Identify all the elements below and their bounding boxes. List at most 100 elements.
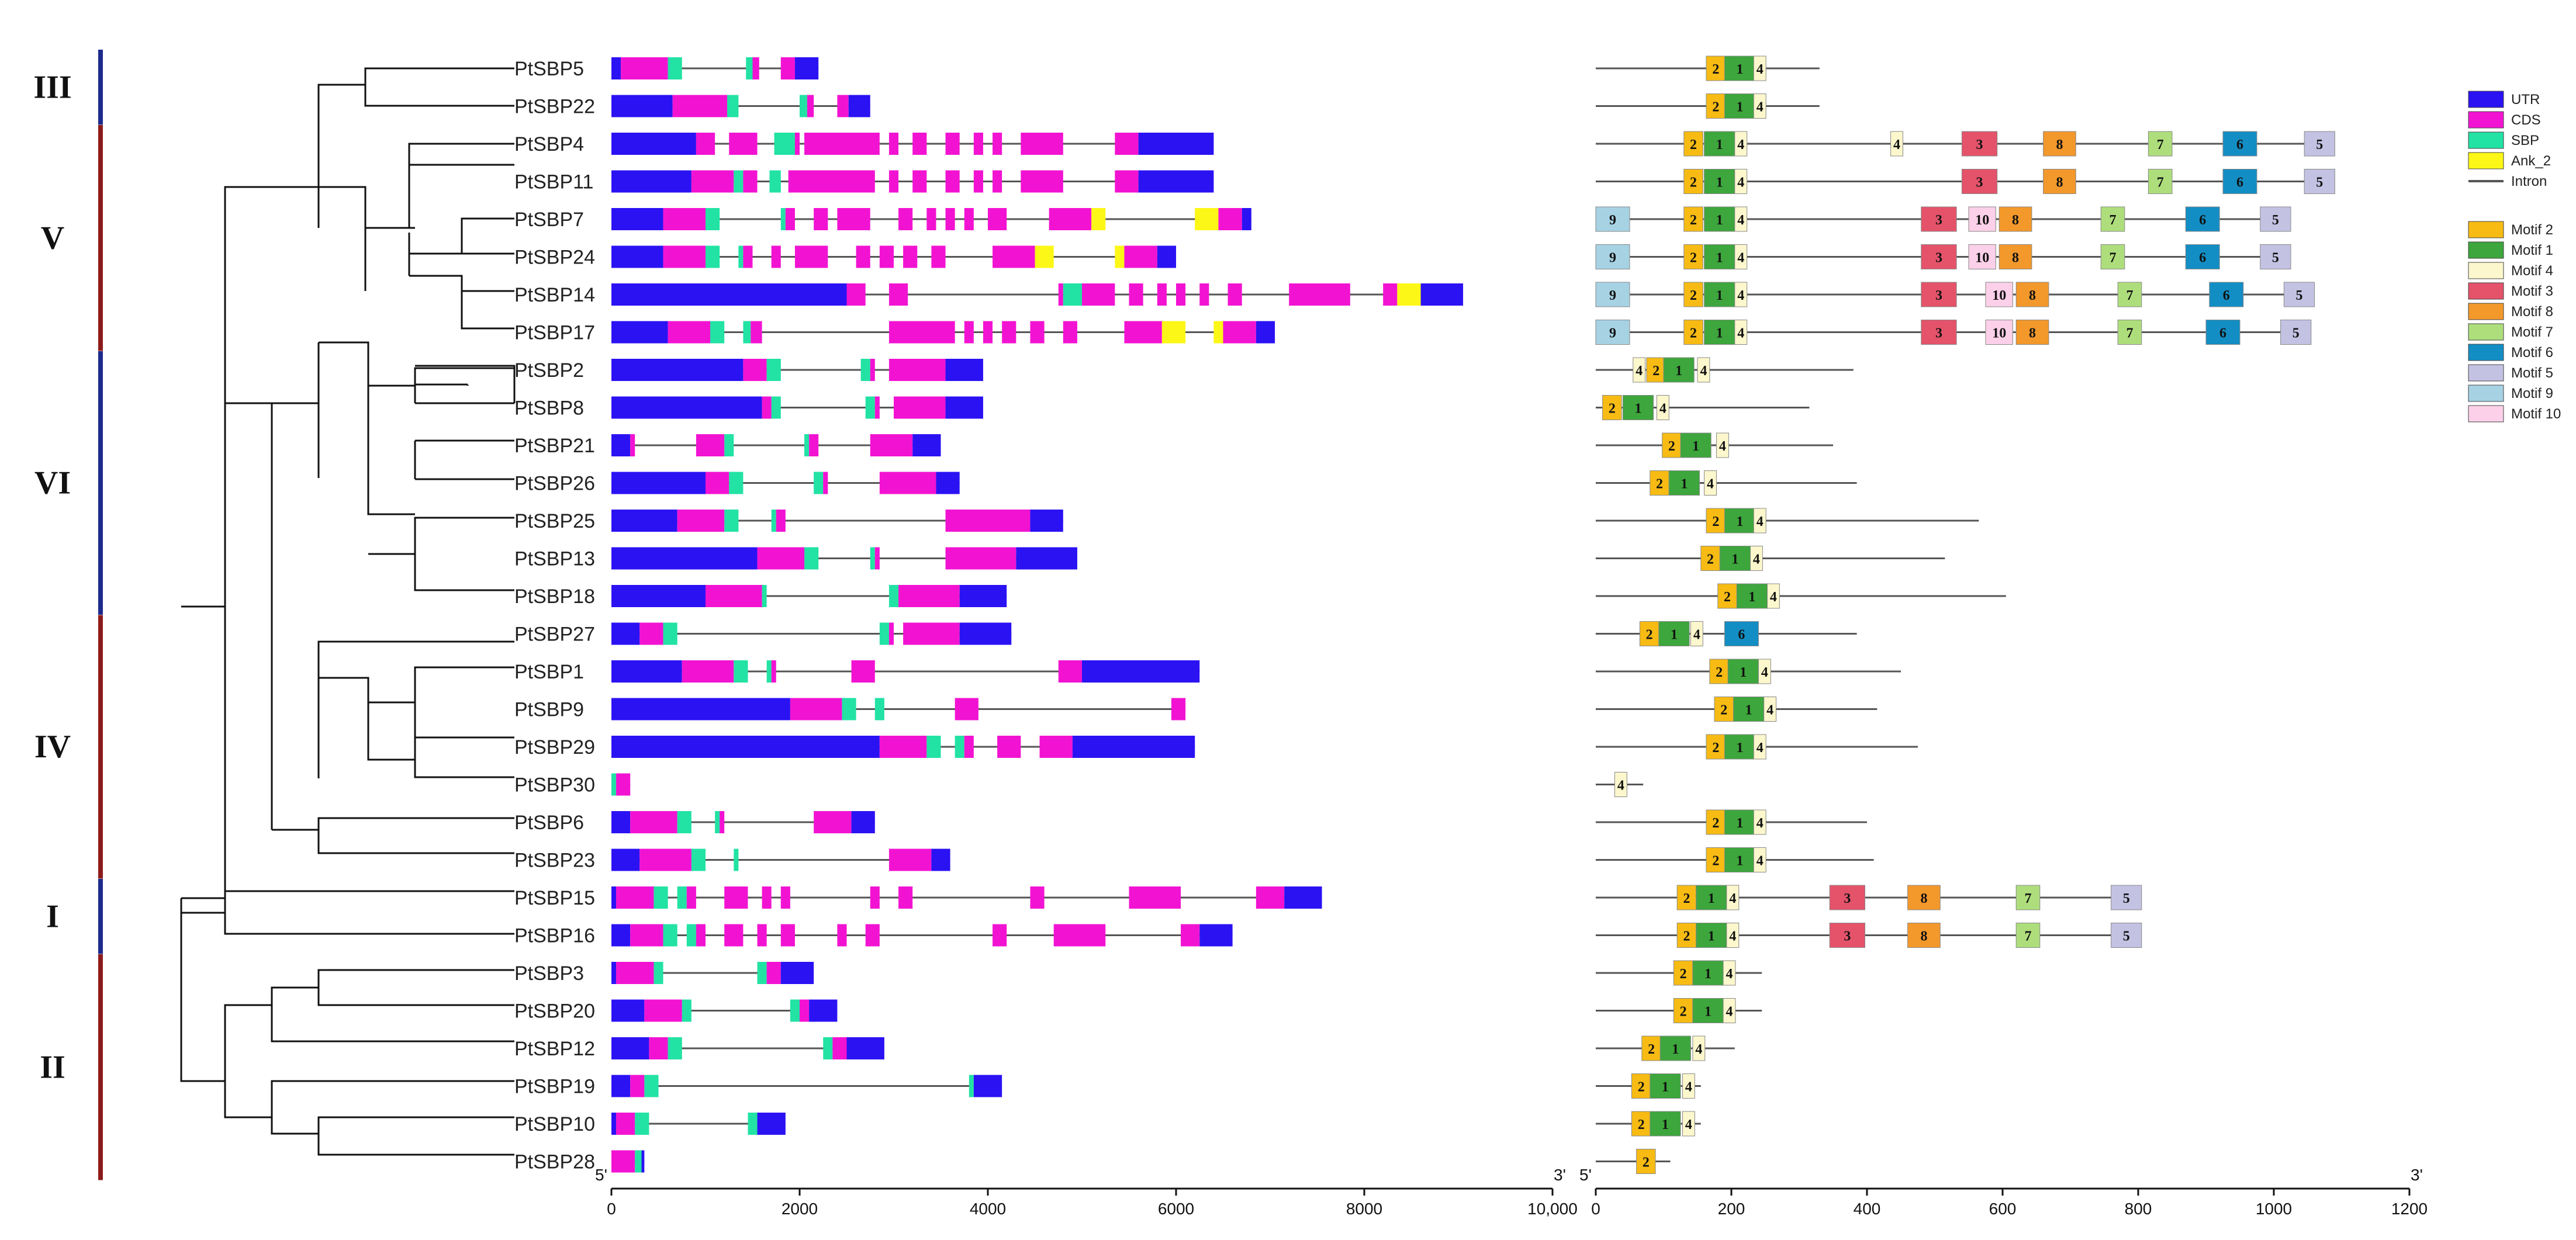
motif-2 xyxy=(1709,659,1729,684)
feature-cds xyxy=(1039,736,1073,758)
feature-cds xyxy=(912,170,927,193)
clade-label-VI: VI xyxy=(34,465,71,501)
motif-7 xyxy=(2100,206,2125,232)
motif-label: 6 xyxy=(2199,213,2206,228)
motif-label: 10 xyxy=(1992,326,2006,341)
feature-sbp xyxy=(715,811,720,833)
motif-6 xyxy=(1724,621,1759,646)
legend-label: CDS xyxy=(2511,112,2541,128)
motif-label: 2 xyxy=(1712,514,1719,529)
feature-sbp xyxy=(644,1075,659,1097)
motif-label: 3 xyxy=(1935,251,1942,266)
feature-cds xyxy=(1053,924,1106,947)
gene-row: PtSBP13 xyxy=(514,547,1077,570)
motif-label: 2 xyxy=(1712,816,1719,831)
feature-sbp xyxy=(771,396,781,419)
feature-cds xyxy=(1176,283,1186,306)
motif-label: 1 xyxy=(1737,854,1744,869)
motif-2 xyxy=(1706,809,1726,835)
motif-4 xyxy=(1753,93,1766,119)
feature-cds xyxy=(682,660,734,683)
motif-label: 1 xyxy=(1671,628,1678,643)
motif-label: 5 xyxy=(2272,251,2279,266)
motif-1 xyxy=(1696,923,1727,948)
motif-label: 2 xyxy=(1690,288,1697,303)
motif-label: 2 xyxy=(1720,703,1727,718)
motif-7 xyxy=(2148,169,2173,194)
motif-label: 8 xyxy=(2012,213,2019,228)
gene-name: PtSBP7 xyxy=(514,209,584,231)
tick-label: 200 xyxy=(1718,1200,1745,1218)
motif-2 xyxy=(1673,960,1693,986)
feature-cds xyxy=(677,510,725,532)
motif-row: 9 2 1 4 3 10 8 7 6 5 xyxy=(1595,282,2315,307)
feature-cds xyxy=(639,848,691,871)
motif-8 xyxy=(2015,320,2049,345)
feature-cds xyxy=(639,622,663,645)
feature-sbp xyxy=(926,736,941,758)
gene-row: PtSBP7 xyxy=(514,208,1251,231)
feature-cds xyxy=(724,886,748,909)
feature-cds xyxy=(931,245,946,268)
feature-cds xyxy=(832,1037,847,1059)
motif-9 xyxy=(1595,206,1630,232)
feature-cds xyxy=(724,924,744,947)
gene-row: PtSBP10 xyxy=(514,1113,786,1135)
legend-label: Motif 2 xyxy=(2511,222,2553,238)
feature-sbp xyxy=(682,999,691,1022)
legend-swatch xyxy=(2468,323,2504,341)
gene-name: PtSBP2 xyxy=(514,359,584,382)
legend-item-motif-7: Motif 7 xyxy=(2468,323,2553,341)
feature-cds xyxy=(757,924,767,947)
motif-9 xyxy=(1595,282,1630,307)
motif-5 xyxy=(2260,206,2291,232)
feature-cds xyxy=(762,396,772,419)
gene-name: PtSBP5 xyxy=(514,58,584,80)
motif-label: 4 xyxy=(1761,665,1768,680)
motif-4 xyxy=(1656,395,1669,420)
motif-1 xyxy=(1724,508,1756,534)
motif-label: 4 xyxy=(1756,740,1764,756)
motif-label: 3 xyxy=(1935,213,1942,228)
motif-axis: 0 200 400 600 800 1000 1200 5' 3' xyxy=(1579,1166,2428,1218)
legend-item-motif-5: Motif 5 xyxy=(2468,364,2553,382)
feature-cds xyxy=(788,170,875,193)
feature-cds xyxy=(762,886,772,909)
motif-7 xyxy=(2015,923,2041,948)
motif-2 xyxy=(1683,131,1703,157)
feature-cds xyxy=(794,245,828,268)
feature-sbp xyxy=(842,698,856,721)
motif-label: 4 xyxy=(1700,363,1707,379)
motif-label: 5 xyxy=(2272,213,2279,228)
motif-4 xyxy=(1758,659,1771,684)
feature-sbp xyxy=(870,547,875,570)
feature-cds xyxy=(964,321,974,344)
motif-1 xyxy=(1724,847,1756,872)
feature-cds xyxy=(846,283,866,306)
motif-label: 2 xyxy=(1648,1042,1655,1057)
feature-sbp xyxy=(727,95,739,117)
motif-2 xyxy=(1650,470,1669,496)
feature-cds xyxy=(903,622,960,645)
motif-4 xyxy=(1753,809,1766,835)
feature-utr xyxy=(973,1075,1002,1097)
feature-sbp xyxy=(706,245,720,268)
feature-utr xyxy=(1256,321,1275,344)
legend-swatch xyxy=(2468,91,2504,108)
motif-10 xyxy=(1985,320,2013,345)
motif-label: 8 xyxy=(1920,929,1927,944)
feature-cds xyxy=(785,208,795,230)
motif-label: 2 xyxy=(1652,363,1659,379)
feature-cds xyxy=(780,886,790,909)
feature-cds xyxy=(1063,321,1077,344)
feature-sbp xyxy=(955,736,964,758)
feature-cds xyxy=(851,660,875,683)
motif-2 xyxy=(1636,1149,1656,1174)
motif-label: 1 xyxy=(1716,175,1723,190)
feature-cds xyxy=(771,660,776,683)
feature-utr xyxy=(1016,547,1077,570)
feature-cds xyxy=(663,245,706,268)
feature-cds xyxy=(856,245,870,268)
